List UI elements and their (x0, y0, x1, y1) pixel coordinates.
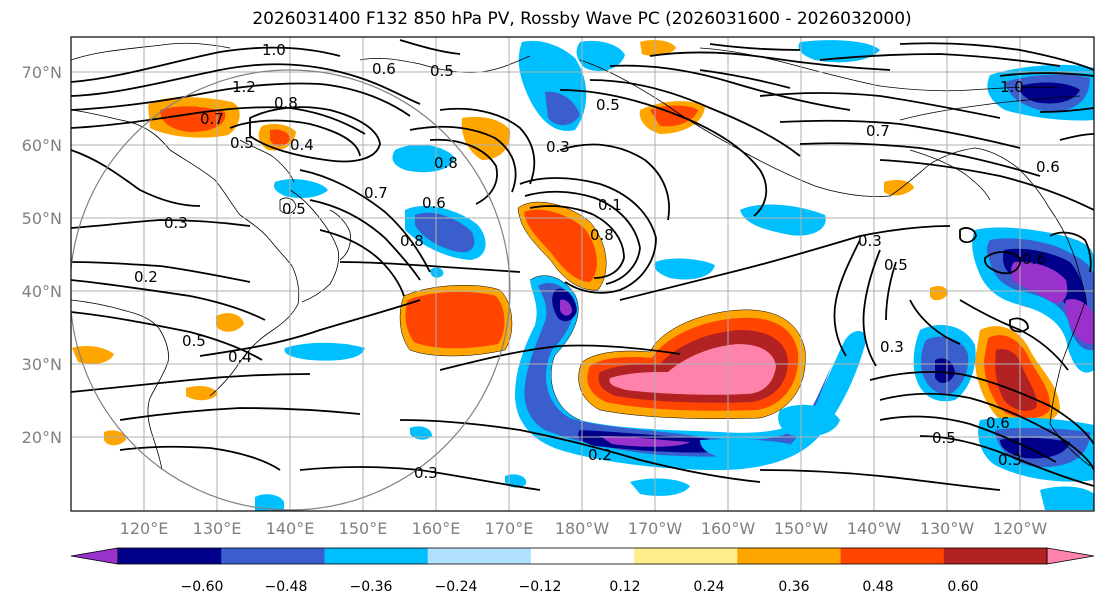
colorbar-tick-label: −0.12 (519, 579, 562, 595)
contour-label: 0.8 (400, 232, 424, 250)
colorbar-tick-label: 0.12 (609, 579, 640, 595)
contour-label: 0.7 (200, 110, 224, 128)
lon-label: 160°W (701, 519, 756, 538)
colorbar-extend-low (70, 547, 119, 565)
lat-label: 60°N (22, 136, 62, 155)
contour-label: 0.3 (164, 214, 188, 232)
contour-label: 0.5 (596, 96, 620, 114)
colorbar-tick-label: −0.48 (265, 579, 308, 595)
contour-label: 0.5 (932, 429, 956, 447)
contour-label: 0.3 (998, 451, 1022, 469)
contour-label: 0.5 (430, 62, 454, 80)
contour-label: 0.7 (364, 184, 388, 202)
lon-label: 130°W (920, 519, 975, 538)
contour-label: 0.6 (1036, 158, 1060, 176)
lon-label: 170°E (485, 519, 534, 538)
colorbar-segment (634, 548, 738, 564)
contour-label: 0.3 (414, 464, 438, 482)
colorbar-border (117, 547, 1048, 565)
lat-label: 70°N (22, 63, 62, 82)
colorbar-segment (221, 548, 325, 564)
lon-label: 140°E (266, 519, 315, 538)
colorbar-segment (840, 548, 945, 564)
colorbar-segment (737, 548, 842, 564)
map-title: 2026031400 F132 850 hPa PV, Rossby Wave … (252, 9, 912, 29)
colorbar-extend-high (1046, 547, 1095, 565)
contour-label: 0.8 (590, 226, 614, 244)
colorbar-tick-label: −0.36 (350, 579, 393, 595)
contour-label: 0.5 (182, 332, 206, 350)
lon-label: 170°W (628, 519, 683, 538)
lon-label: 120°E (120, 519, 169, 538)
map-frame (70, 36, 1095, 512)
contour-label: 0.8 (274, 94, 298, 112)
colorbar-segment (427, 548, 532, 564)
longitude-labels: 120°E 130°E 140°E 150°E 160°E 170°E 180°… (120, 519, 1048, 538)
contour-label: 0.6 (422, 194, 446, 212)
contour-label: 0.7 (866, 122, 890, 140)
lon-label: 140°W (847, 519, 902, 538)
contour-label: 1.2 (232, 78, 256, 96)
lon-label: 150°E (339, 519, 388, 538)
map-content (71, 37, 1094, 511)
lon-label: 150°W (774, 519, 829, 538)
colorbar-tick-labels: −0.60 −0.48 −0.36 −0.24 −0.12 0.12 0.24 … (181, 579, 979, 595)
colorbar-tick-label: 0.60 (947, 579, 978, 595)
contour-label: 0.5 (230, 134, 254, 152)
title-bar: 2026031400 F132 850 hPa PV, Rossby Wave … (0, 0, 1105, 30)
shaded-anomalies (72, 40, 1094, 511)
contour-label: 0.6 (372, 60, 396, 78)
colorbar-tick-label: 0.48 (862, 579, 893, 595)
lat-label: 20°N (22, 428, 62, 447)
contour-label: 0.2 (134, 268, 158, 286)
lat-label: 30°N (22, 355, 62, 374)
contour-label: 0.5 (282, 200, 306, 218)
contour-labels: 1.0 0.6 0.5 1.2 0.8 0.7 0.5 0.4 0.8 0.7 … (134, 41, 1060, 482)
contour-label: 0.3 (546, 138, 570, 156)
colorbar-tick-label: −0.60 (181, 579, 224, 595)
lon-label: 120°W (993, 519, 1048, 538)
colorbar-tick-label: −0.24 (435, 579, 478, 595)
contour-label: 0.8 (434, 154, 458, 172)
lon-label: 160°E (412, 519, 461, 538)
colorbar: −0.60 −0.48 −0.36 −0.24 −0.12 0.12 0.24 … (70, 547, 1095, 595)
contour-label: 0.5 (884, 256, 908, 274)
lat-label: 50°N (22, 209, 62, 228)
latitude-labels: 70°N 60°N 50°N 40°N 30°N 20°N (22, 63, 62, 447)
contour-label: 0.2 (588, 446, 612, 464)
colorbar-tick-label: 0.36 (778, 579, 809, 595)
contour-label: 1.0 (262, 41, 286, 59)
contour-label: 0.4 (290, 136, 314, 154)
contour-label: 0.6 (1022, 250, 1046, 268)
colorbar-segment (943, 548, 1048, 564)
colorbar-segment (530, 548, 635, 564)
contour-label: 0.6 (986, 414, 1010, 432)
contour-label: 0.3 (880, 338, 904, 356)
colorbar-tick-label: 0.24 (693, 579, 724, 595)
lat-label: 40°N (22, 282, 62, 301)
colorbar-segments (70, 547, 1095, 565)
lon-label: 180°W (555, 519, 610, 538)
colorbar-segment (118, 548, 222, 564)
coastlines (71, 42, 1091, 471)
lon-label: 130°E (193, 519, 242, 538)
contour-label: 0.3 (858, 232, 882, 250)
contour-label: 1.0 (1000, 78, 1024, 96)
colorbar-segment (324, 548, 429, 564)
contour-label: 0.1 (598, 196, 622, 214)
highlight-circle (71, 69, 511, 511)
contour-label: 0.4 (228, 348, 252, 366)
pv-contours (71, 39, 1094, 491)
